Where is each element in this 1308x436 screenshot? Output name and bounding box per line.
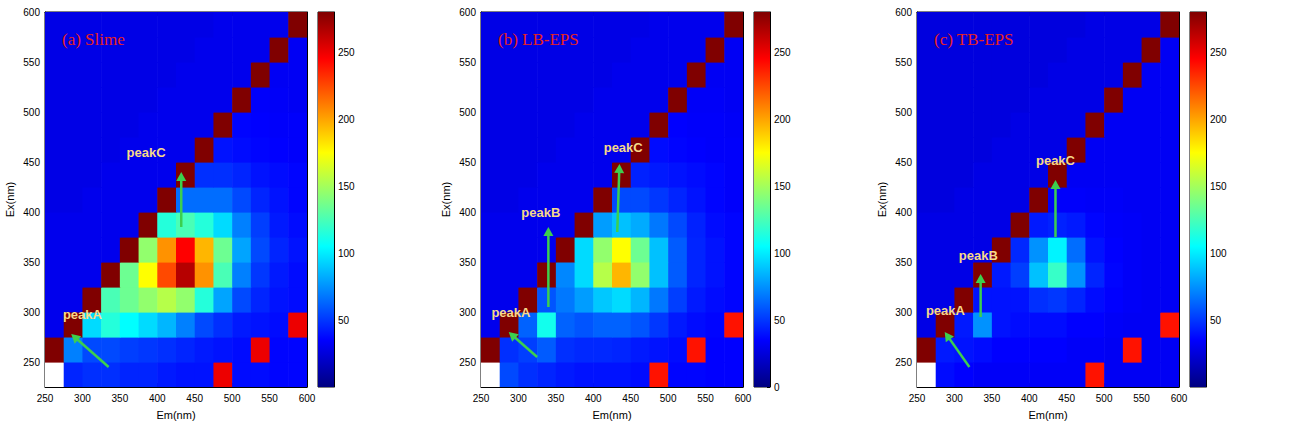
svg-text:350: 350	[895, 257, 912, 268]
svg-text:550: 550	[895, 57, 912, 68]
svg-text:250: 250	[895, 357, 912, 368]
svg-text:400: 400	[149, 393, 166, 404]
svg-text:450: 450	[895, 157, 912, 168]
svg-text:400: 400	[585, 393, 602, 404]
svg-text:150: 150	[1210, 181, 1227, 192]
svg-text:300: 300	[459, 307, 476, 318]
svg-text:peakB: peakB	[521, 205, 560, 220]
svg-text:550: 550	[1133, 393, 1150, 404]
svg-text:500: 500	[224, 393, 241, 404]
svg-text:Ex(nm): Ex(nm)	[4, 182, 16, 217]
svg-text:250: 250	[774, 47, 791, 58]
svg-text:peakC: peakC	[604, 140, 644, 155]
svg-text:peakC: peakC	[1036, 153, 1076, 168]
svg-text:500: 500	[23, 107, 40, 118]
svg-text:250: 250	[459, 357, 476, 368]
svg-text:50: 50	[338, 315, 350, 326]
svg-text:Em(nm): Em(nm)	[1028, 409, 1067, 421]
svg-text:550: 550	[459, 57, 476, 68]
svg-text:100: 100	[1210, 248, 1227, 259]
svg-text:450: 450	[622, 393, 639, 404]
svg-text:400: 400	[459, 207, 476, 218]
svg-text:450: 450	[186, 393, 203, 404]
svg-text:400: 400	[23, 207, 40, 218]
svg-text:250: 250	[1210, 47, 1227, 58]
svg-text:150: 150	[774, 181, 791, 192]
svg-text:(c) TB-EPS: (c) TB-EPS	[934, 30, 1014, 49]
svg-text:350: 350	[112, 393, 129, 404]
svg-text:50: 50	[1210, 315, 1222, 326]
svg-text:600: 600	[459, 7, 476, 18]
svg-text:peakA: peakA	[926, 303, 966, 318]
svg-text:600: 600	[23, 7, 40, 18]
svg-text:550: 550	[697, 393, 714, 404]
svg-text:Ex(nm): Ex(nm)	[876, 182, 888, 217]
svg-text:350: 350	[23, 257, 40, 268]
svg-text:250: 250	[473, 393, 490, 404]
svg-text:Em(nm): Em(nm)	[156, 409, 195, 421]
svg-text:550: 550	[23, 57, 40, 68]
svg-text:200: 200	[1210, 114, 1227, 125]
svg-text:600: 600	[1171, 393, 1188, 404]
svg-text:300: 300	[23, 307, 40, 318]
svg-text:250: 250	[338, 47, 355, 58]
svg-text:200: 200	[774, 114, 791, 125]
svg-text:300: 300	[74, 393, 91, 404]
svg-text:peakB: peakB	[959, 248, 998, 263]
svg-text:500: 500	[1096, 393, 1113, 404]
svg-text:500: 500	[660, 393, 677, 404]
svg-text:0: 0	[774, 382, 780, 393]
svg-text:150: 150	[338, 181, 355, 192]
svg-text:450: 450	[23, 157, 40, 168]
svg-text:350: 350	[984, 393, 1001, 404]
svg-text:350: 350	[548, 393, 565, 404]
svg-text:peakC: peakC	[127, 145, 167, 160]
svg-text:50: 50	[774, 315, 786, 326]
svg-text:100: 100	[338, 248, 355, 259]
svg-text:600: 600	[735, 393, 752, 404]
svg-text:400: 400	[1021, 393, 1038, 404]
svg-text:300: 300	[510, 393, 527, 404]
svg-text:450: 450	[1058, 393, 1075, 404]
svg-text:600: 600	[895, 7, 912, 18]
svg-text:300: 300	[895, 307, 912, 318]
svg-text:300: 300	[946, 393, 963, 404]
svg-text:600: 600	[299, 393, 316, 404]
svg-text:550: 550	[261, 393, 278, 404]
svg-text:400: 400	[895, 207, 912, 218]
svg-text:(a) Slime: (a) Slime	[62, 30, 125, 49]
svg-text:500: 500	[459, 107, 476, 118]
svg-text:350: 350	[459, 257, 476, 268]
svg-text:peakA: peakA	[63, 307, 103, 322]
svg-text:250: 250	[23, 357, 40, 368]
svg-text:Em(nm): Em(nm)	[592, 409, 631, 421]
svg-text:250: 250	[909, 393, 926, 404]
svg-text:450: 450	[459, 157, 476, 168]
svg-text:500: 500	[895, 107, 912, 118]
svg-text:200: 200	[338, 114, 355, 125]
svg-text:250: 250	[37, 393, 54, 404]
svg-text:peakA: peakA	[491, 305, 531, 320]
svg-text:Ex(nm): Ex(nm)	[440, 182, 452, 217]
svg-text:100: 100	[774, 248, 791, 259]
svg-text:(b) LB-EPS: (b) LB-EPS	[498, 30, 579, 49]
